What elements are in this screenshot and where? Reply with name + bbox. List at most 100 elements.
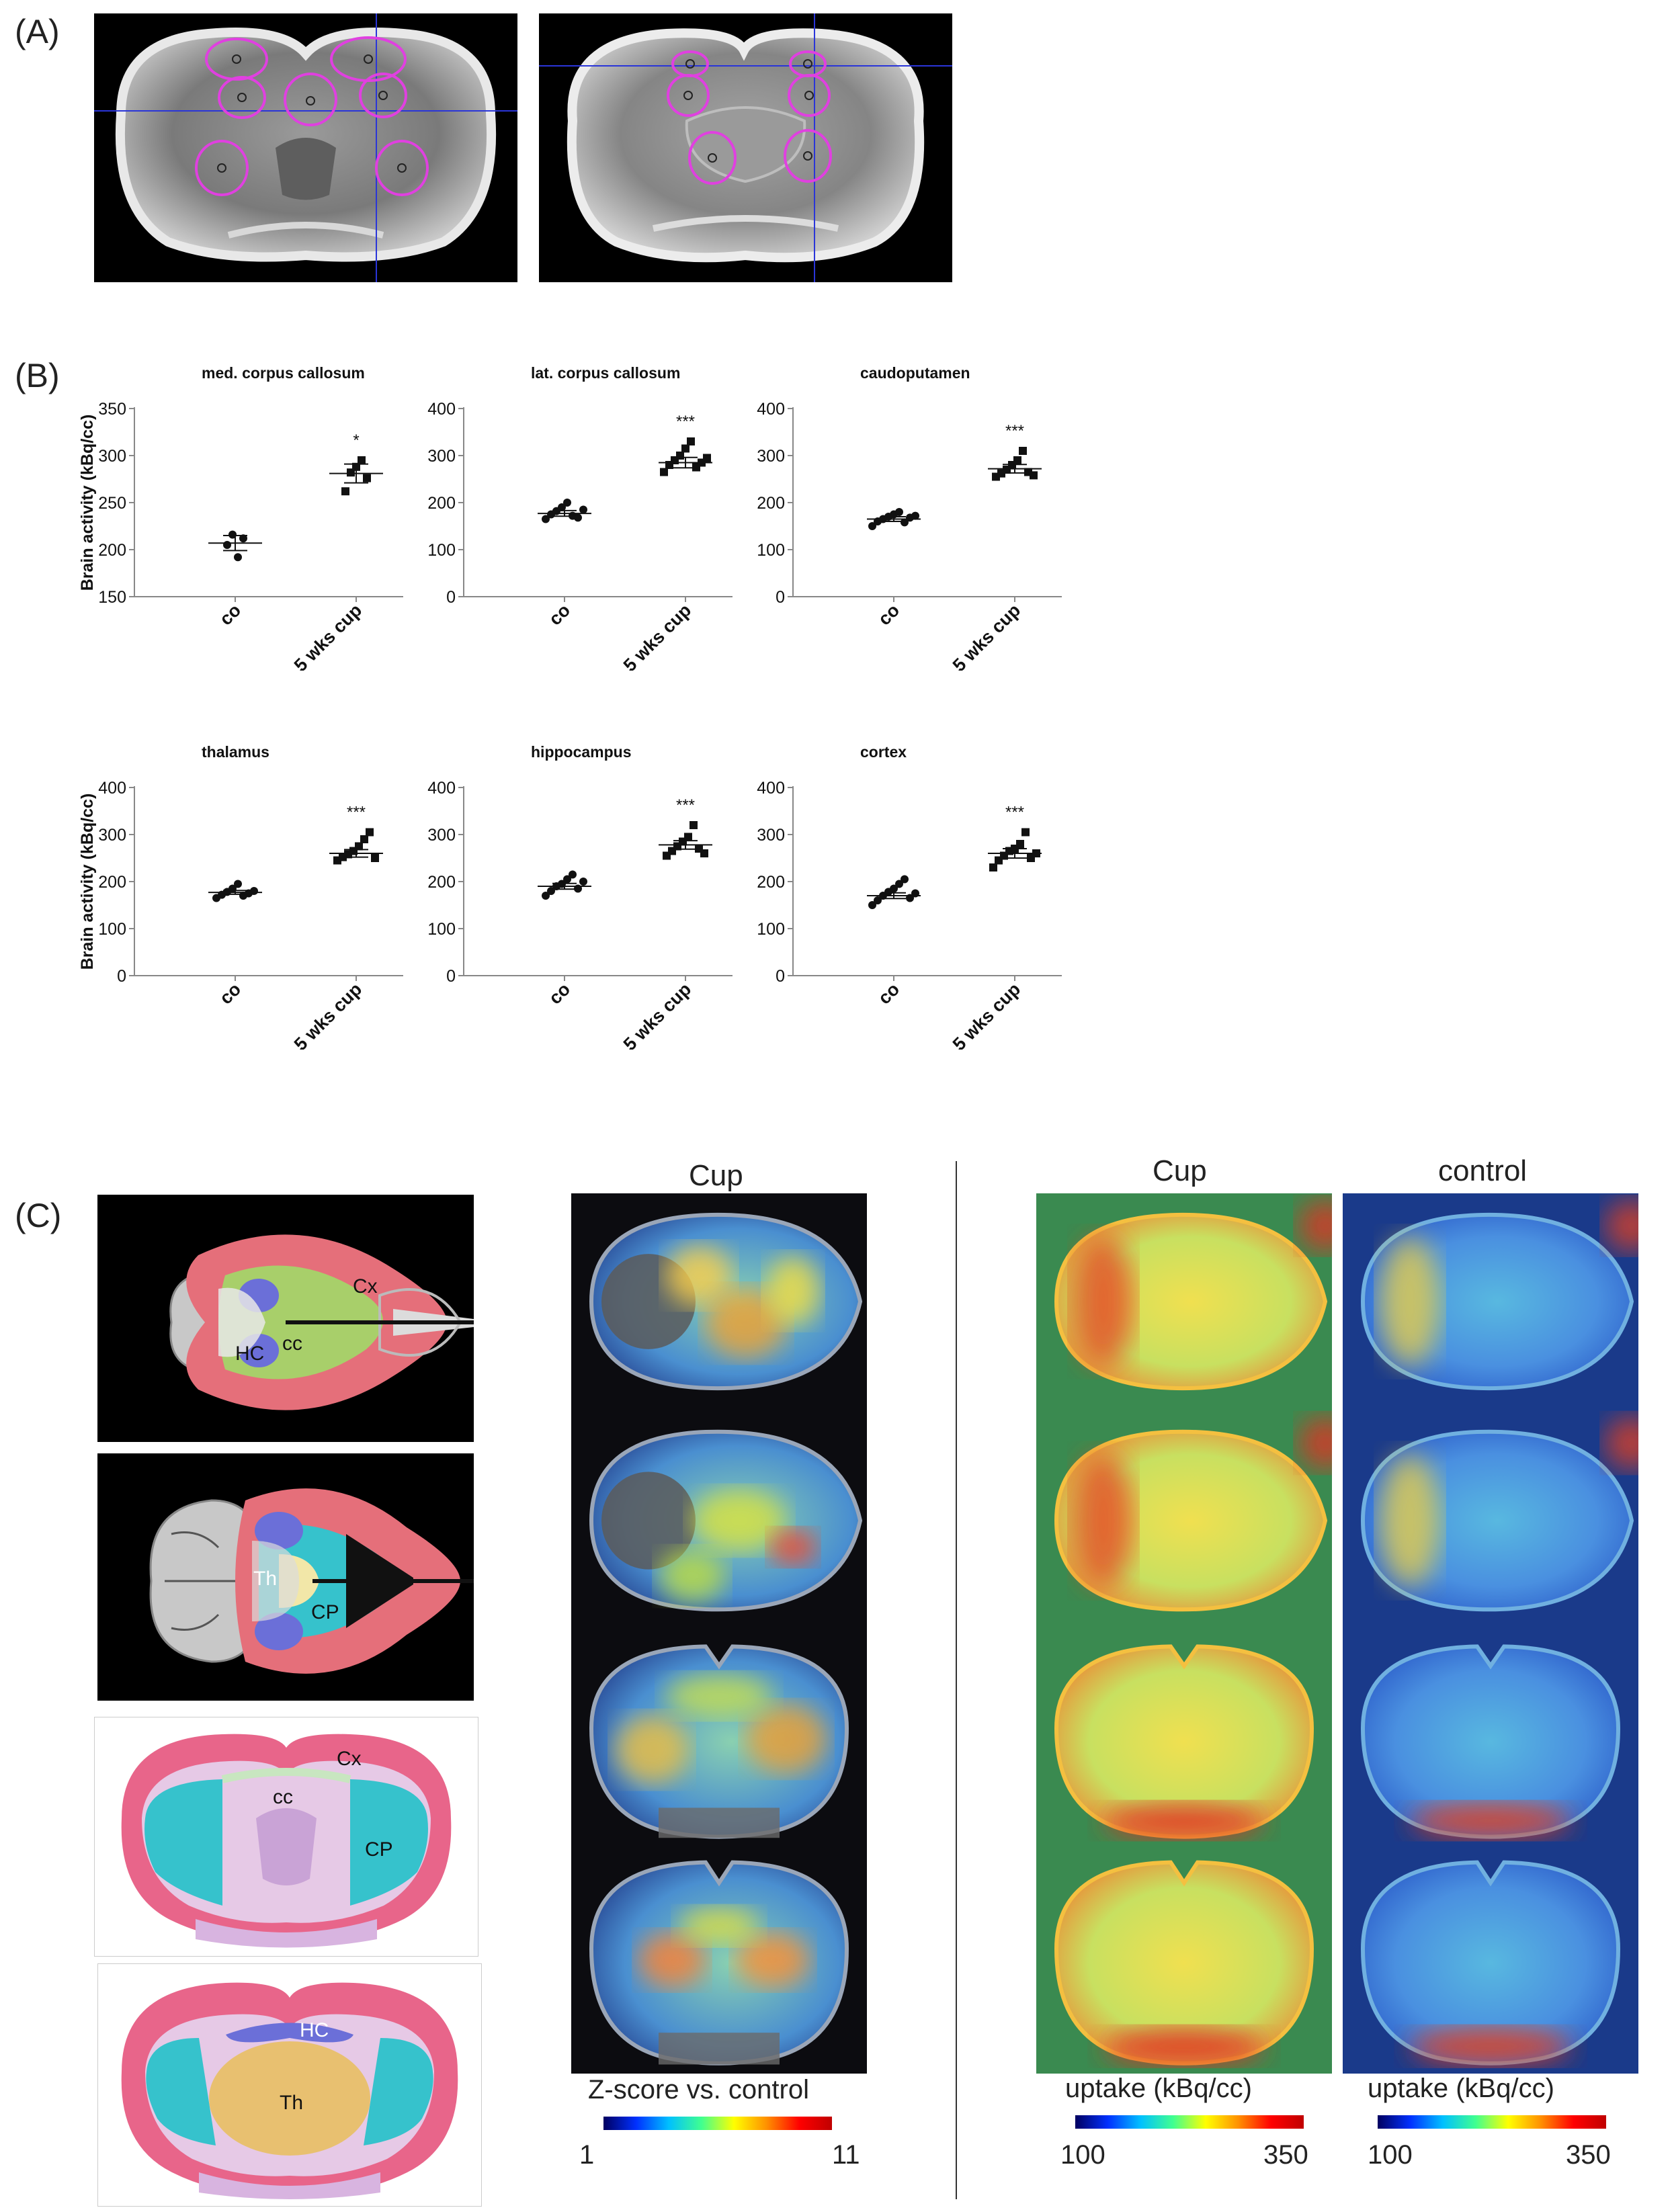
uptake-cup-max: 350 [1263, 2140, 1308, 2170]
data-point-co [895, 508, 903, 516]
atlas-label-th-2: Th [280, 2092, 304, 2114]
data-point-cup [687, 437, 695, 445]
data-point-co [569, 870, 577, 879]
chart-5: hippocampus 0 100 200 300 400 co 5 wks cup *** [427, 743, 733, 1050]
y-tick-label: 400 [427, 400, 456, 419]
y-tick-label: 300 [427, 826, 456, 845]
y-tick-label: 200 [427, 873, 456, 892]
y-tick-label: 200 [98, 541, 126, 560]
atlas-label-cp-2: CP [365, 1838, 393, 1861]
pet-slice-cup-4 [1036, 1846, 1332, 2074]
x-category-label: 5 wks cup [620, 979, 695, 1050]
pet-slice-ctl-4 [1343, 1846, 1638, 2074]
panel-label-c: (C) [15, 1197, 62, 1234]
y-tick-label: 350 [98, 400, 126, 419]
data-point-cup [681, 444, 689, 453]
pet-slice-cup-2 [1036, 1410, 1332, 1631]
data-point-co [542, 892, 550, 900]
data-point-cup [355, 842, 363, 851]
uptake-control-min: 100 [1368, 2140, 1413, 2170]
y-tick-label: 200 [98, 873, 126, 892]
x-category-label: co [874, 979, 903, 1008]
data-point-co [901, 875, 909, 884]
uptake-cup-scale-label: uptake (kBq/cc) [1065, 2074, 1252, 2103]
y-tick-label: 0 [776, 588, 785, 607]
pet-slice-ctl-1 [1343, 1193, 1638, 1410]
mri-coronal-slice-1 [94, 13, 517, 282]
y-tick-label: 400 [427, 779, 456, 798]
data-point-co [574, 513, 582, 522]
atlas-label-hc: HC [235, 1343, 265, 1365]
data-point-cup [676, 452, 684, 460]
y-tick-label: 250 [98, 494, 126, 513]
chart-title: hippocampus [531, 743, 632, 761]
x-category-label: co [545, 979, 574, 1008]
panel-label-b: (B) [15, 357, 60, 394]
column-divider [956, 1161, 957, 2199]
y-tick-label: 200 [757, 494, 785, 513]
y-tick-label: 300 [427, 447, 456, 466]
uptake-cup-colorbar [1075, 2115, 1304, 2129]
data-point-cup [700, 849, 708, 857]
y-tick-label: 300 [98, 447, 126, 466]
data-point-co [579, 878, 587, 886]
atlas-horizontal-1: Cx HC cc [97, 1195, 474, 1442]
zscore-column-title: Cup [689, 1159, 743, 1192]
chart-title: caudoputamen [860, 364, 970, 382]
data-point-co [868, 901, 876, 909]
y-axis-label: Brain activity (kBq/cc) [78, 794, 97, 970]
atlas-coronal-2: HC Th [97, 1963, 482, 2207]
y-tick-label: 300 [757, 447, 785, 466]
y-tick-label: 300 [98, 826, 126, 845]
data-point-cup [689, 821, 698, 829]
chart-title: cortex [860, 743, 907, 761]
data-point-cup [1021, 828, 1030, 837]
zscore-min: 1 [579, 2140, 595, 2170]
zscore-colorbar [603, 2117, 832, 2130]
data-point-co [874, 896, 882, 904]
x-category-label: co [545, 600, 574, 629]
mri-coronal-slice-2 [539, 13, 952, 282]
y-axis-label: Brain activity (kBq/cc) [78, 415, 97, 591]
data-point-cup [358, 456, 366, 464]
chart-title: med. corpus callosum [202, 364, 365, 382]
panel-label-a: (A) [15, 13, 60, 50]
pet-slice-z-3 [571, 1631, 867, 1846]
significance-marker: *** [1005, 422, 1024, 440]
x-category-label: 5 wks cup [949, 600, 1024, 671]
data-point-cup [341, 487, 349, 496]
chart-title: lat. corpus callosum [531, 364, 680, 382]
pet-slice-z-2 [571, 1410, 867, 1631]
data-point-cup [1016, 840, 1024, 848]
uptake-control-max: 350 [1566, 2140, 1611, 2170]
x-category-label: 5 wks cup [290, 600, 366, 671]
pet-slice-z-4 [571, 1846, 867, 2074]
y-tick-label: 400 [98, 779, 126, 798]
uptake-control-column-title: control [1438, 1154, 1528, 1187]
zscore-image-column [571, 1193, 867, 2074]
data-point-co [911, 511, 919, 520]
data-point-cup [684, 833, 692, 841]
data-point-co [563, 875, 571, 884]
y-tick-label: 200 [757, 873, 785, 892]
data-point-cup [703, 454, 711, 462]
data-point-cup [1019, 447, 1027, 455]
chart-6: cortex 0 100 200 300 400 co 5 wks cup *** [757, 743, 1062, 1050]
atlas-horizontal-2: Th CP [97, 1453, 474, 1701]
pet-slice-z-1 [571, 1193, 867, 1410]
data-point-cup [1030, 471, 1038, 480]
data-point-co [558, 503, 566, 511]
data-point-co [234, 880, 242, 888]
atlas-label-cx-2: Cx [337, 1748, 362, 1770]
scatter-charts: med. corpus callosum 150 200 250 300 350 Brain… [78, 364, 1062, 1050]
significance-marker: *** [1005, 804, 1024, 822]
y-tick-label: 0 [117, 967, 126, 986]
y-tick-label: 400 [757, 400, 785, 419]
atlas-label-cx: Cx [353, 1275, 378, 1298]
atlas-label-cp: CP [311, 1601, 339, 1623]
atlas-label-cc: cc [282, 1332, 302, 1355]
data-point-cup [360, 835, 368, 843]
uptake-control-scale-label: uptake (kBq/cc) [1368, 2074, 1554, 2103]
y-tick-label: 0 [446, 967, 456, 986]
x-category-label: 5 wks cup [949, 979, 1024, 1050]
